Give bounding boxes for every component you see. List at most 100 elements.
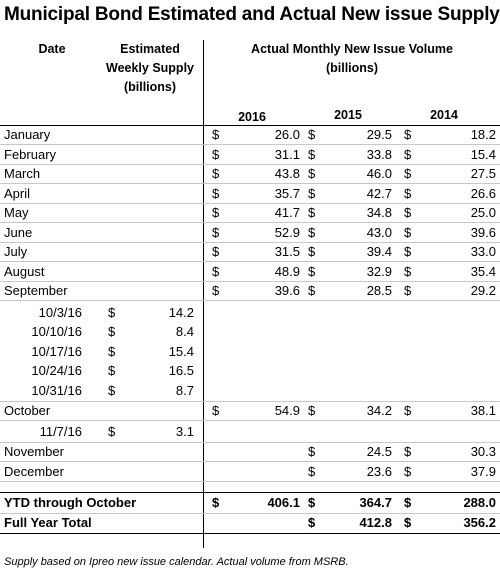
week-estimate: 16.5 <box>168 363 194 378</box>
week-dollar: $ <box>108 343 116 359</box>
month-row-2015-dollar: $ <box>308 244 316 259</box>
month-row-2014-dollar: $ <box>404 185 412 201</box>
row-divider <box>0 481 500 482</box>
row-divider <box>0 164 500 165</box>
row-divider <box>0 281 500 282</box>
row-divider <box>0 300 500 301</box>
month-row-2014-value: 25.0 <box>470 205 496 220</box>
ytd-row-2016-value: 406.1 <box>267 495 300 510</box>
month-row-2015-dollar: $ <box>308 224 316 240</box>
ytd-row-2014-dollar: $ <box>404 495 412 510</box>
month-row-2014-value: 29.2 <box>470 283 496 298</box>
row-divider <box>0 492 500 493</box>
month-row-2015-dollar: $ <box>308 205 316 220</box>
row-divider <box>0 513 500 514</box>
month-row-2016-value: 52.9 <box>274 224 300 240</box>
header-estimated: Estimated Weekly Supply (billions) <box>106 42 194 94</box>
header-year-2015: 2015 <box>334 108 362 122</box>
october-row-2016-value: 54.9 <box>274 403 300 418</box>
ytd-row-label: YTD through October <box>4 495 137 510</box>
week-estimate: 15.4 <box>168 343 194 359</box>
week-date: 11/7/16 <box>39 423 82 439</box>
month-row-2016-value: 41.7 <box>274 205 300 220</box>
month-row-2016-dollar: $ <box>212 283 220 298</box>
row-divider <box>0 144 500 145</box>
october-row-2016-dollar: $ <box>212 403 220 418</box>
month-row-2014-value: 37.9 <box>470 463 496 479</box>
week-dollar: $ <box>108 304 116 320</box>
ytd-row-2016-dollar: $ <box>212 495 220 510</box>
week-date: 10/24/16 <box>31 363 82 378</box>
week-date: 10/17/16 <box>31 343 82 359</box>
week-estimate: 8.7 <box>175 382 194 398</box>
week-dollar: $ <box>108 363 116 378</box>
month-row-label: June <box>4 224 33 240</box>
month-row-label: November <box>4 444 64 459</box>
month-row-2016-dollar: $ <box>212 263 220 279</box>
month-row-2014-value: 26.6 <box>470 185 496 201</box>
month-row-2016-value: 48.9 <box>274 263 300 279</box>
month-row-2015-dollar: $ <box>308 463 316 479</box>
week-dollar: $ <box>108 324 116 339</box>
month-row-2015-value: 28.5 <box>366 283 392 298</box>
week-dollar: $ <box>108 382 116 398</box>
month-row-2016-value: 39.6 <box>274 283 300 298</box>
month-row-2016-dollar: $ <box>212 185 220 201</box>
october-row-2014-dollar: $ <box>404 403 412 418</box>
month-row-2015-dollar: $ <box>308 166 316 181</box>
month-row-2014-dollar: $ <box>404 263 412 279</box>
month-row-label: February <box>4 146 57 162</box>
ytd-row-2015-value: 364.7 <box>359 495 392 510</box>
month-row-2016-value: 35.7 <box>274 185 300 201</box>
october-row-2015-value: 34.2 <box>366 403 392 418</box>
month-row-label: January <box>4 127 51 142</box>
column-divider <box>203 40 204 548</box>
row-divider <box>0 183 500 184</box>
month-row-2015-dollar: $ <box>308 146 316 162</box>
month-row-2014-value: 33.0 <box>470 244 496 259</box>
month-row-label: September <box>4 283 68 298</box>
month-row-2015-value: 33.8 <box>366 146 392 162</box>
month-row-2014-value: 30.3 <box>470 444 496 459</box>
ytd-row-2014-value: 288.0 <box>463 495 496 510</box>
week-dollar: $ <box>108 423 116 439</box>
week-estimate: 3.1 <box>175 423 194 439</box>
month-row-2014-dollar: $ <box>404 205 412 220</box>
month-row-label: May <box>4 205 29 220</box>
month-row-2015-value: 24.5 <box>366 444 392 459</box>
row-divider <box>0 461 500 462</box>
month-row-2014-dollar: $ <box>404 166 412 181</box>
header-year-2014: 2014 <box>430 108 458 122</box>
month-row-label: April <box>4 185 31 201</box>
row-divider <box>0 125 500 126</box>
month-row-2016-value: 26.0 <box>274 127 300 142</box>
full-year-row-2015-dollar: $ <box>308 514 316 530</box>
month-row-2016-dollar: $ <box>212 224 220 240</box>
header-date: Date <box>38 42 66 56</box>
full-year-row-2015-value: 412.8 <box>359 514 392 530</box>
full-year-row-2014-value: 356.2 <box>463 514 496 530</box>
row-divider <box>0 203 500 204</box>
full-year-row-2014-dollar: $ <box>404 514 412 530</box>
month-row-2014-dollar: $ <box>404 244 412 259</box>
month-row-2016-dollar: $ <box>212 127 220 142</box>
month-row-label: March <box>4 166 41 181</box>
month-row-2016-dollar: $ <box>212 146 220 162</box>
table-title: Municipal Bond Estimated and Actual New … <box>4 4 500 25</box>
month-row-label: August <box>4 263 45 279</box>
month-row-2015-value: 42.7 <box>366 185 392 201</box>
month-row-2015-dollar: $ <box>308 127 316 142</box>
week-date: 10/10/16 <box>31 324 82 339</box>
month-row-2014-value: 15.4 <box>470 146 496 162</box>
header-year-2016: 2016 <box>238 110 266 124</box>
footnote: Supply based on Ipreo new issue calendar… <box>4 556 349 568</box>
month-row-2014-dollar: $ <box>404 224 412 240</box>
row-divider <box>0 242 500 243</box>
month-row-2016-value: 43.8 <box>274 166 300 181</box>
month-row-2016-dollar: $ <box>212 166 220 181</box>
month-row-2015-dollar: $ <box>308 283 316 298</box>
row-divider <box>0 261 500 262</box>
month-row-2014-value: 27.5 <box>470 166 496 181</box>
row-divider <box>0 420 500 421</box>
week-date: 10/31/16 <box>31 382 82 398</box>
